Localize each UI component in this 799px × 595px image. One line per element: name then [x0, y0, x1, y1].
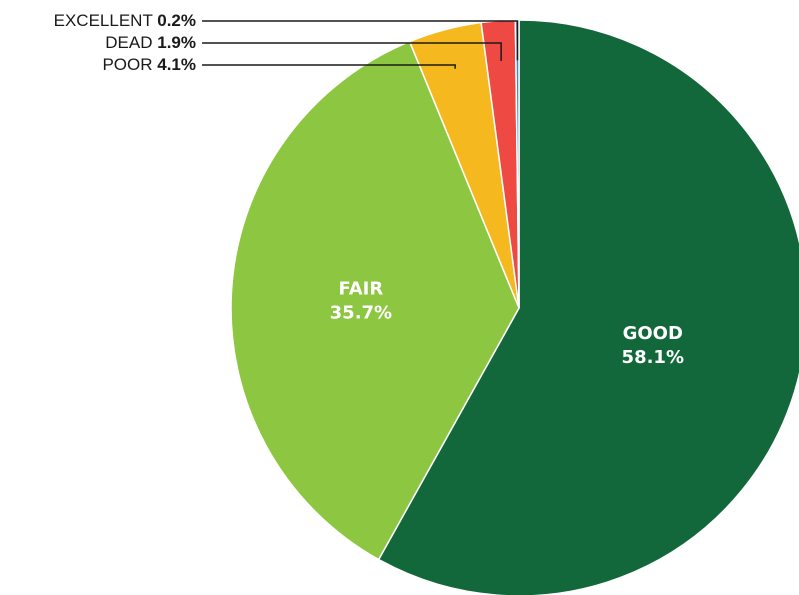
slice-value-fair: 35.7%: [330, 303, 392, 324]
slice-label-fair: FAIR: [339, 279, 384, 300]
pie-slice-good: [377, 19, 799, 595]
callout-label-poor: POOR 4.1%: [102, 55, 196, 74]
callout-value-dead: 1.9%: [157, 33, 196, 52]
callout-label-excellent: EXCELLENT 0.2%: [54, 11, 196, 30]
slices-layer: [230, 19, 799, 595]
pie-slice-fair: [230, 40, 520, 561]
callout-name-poor: POOR: [102, 55, 157, 74]
callout-label-dead: DEAD 1.9%: [105, 33, 196, 52]
leaders-layer: [202, 20, 519, 69]
callout-value-excellent: 0.2%: [157, 11, 196, 30]
leader-line-poor: [202, 64, 456, 69]
slice-label-good: GOOD: [623, 323, 683, 344]
pie-slice-excellent: [514, 19, 520, 309]
callout-name-dead: DEAD: [105, 33, 157, 52]
leader-line-excellent: [202, 20, 519, 61]
leader-line-dead: [202, 42, 502, 61]
slice-value-good: 58.1%: [622, 347, 684, 368]
callout-value-poor: 4.1%: [157, 55, 196, 74]
callout-name-excellent: EXCELLENT: [54, 11, 158, 30]
